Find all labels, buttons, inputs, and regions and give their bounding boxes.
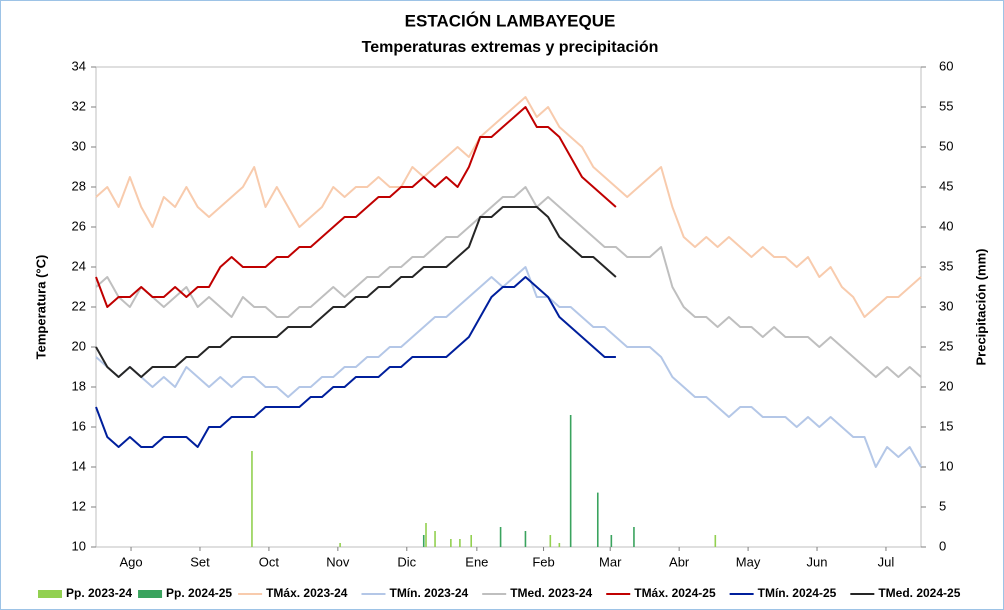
y-tick-label: 12 [72, 498, 86, 513]
y2-tick-label: 0 [939, 538, 946, 553]
y2-axis-label: Precipitación (mm) [973, 248, 988, 365]
precip-bar [633, 527, 635, 547]
y2-tick-label: 25 [939, 338, 953, 353]
y-axis-label: Temperatura (°C) [33, 255, 48, 360]
precip-bar [450, 539, 452, 547]
y2-tick-label: 10 [939, 458, 953, 473]
y2-tick-label: 45 [939, 178, 953, 193]
precip-bar [339, 543, 341, 547]
y2-tick-label: 15 [939, 418, 953, 433]
y-tick-label: 20 [72, 338, 86, 353]
y2-tick-label: 5 [939, 498, 946, 513]
x-tick-label: Dic [397, 554, 416, 569]
precip-bar [558, 543, 561, 547]
precip-bar [425, 523, 427, 547]
precip-bar [422, 535, 425, 547]
y-tick-label: 26 [72, 218, 86, 233]
precip-bar [714, 535, 717, 547]
y-tick-label: 28 [72, 178, 86, 193]
x-tick-label: Set [190, 554, 210, 569]
precip-bar [524, 531, 527, 547]
legend-label: TMed. 2023-24 [510, 586, 592, 600]
x-tick-label: Nov [326, 554, 350, 569]
x-tick-label: Jul [878, 554, 895, 569]
y-tick-label: 10 [72, 538, 86, 553]
x-tick-label: Ene [465, 554, 488, 569]
temp-line [95, 106, 617, 308]
temp-line [95, 276, 616, 448]
precip-bar [459, 539, 461, 547]
legend-swatch [138, 590, 163, 598]
y-tick-label: 30 [72, 138, 86, 153]
temp-line [95, 96, 922, 318]
legend-label: Pp. 2024-25 [166, 586, 232, 600]
precip-bar [470, 535, 473, 547]
y2-tick-label: 40 [939, 218, 953, 233]
legend-label: TMín. 2024-25 [758, 586, 837, 600]
y2-tick-label: 35 [939, 258, 953, 273]
legend-label: Pp. 2023-24 [66, 586, 132, 600]
y2-tick-label: 20 [939, 378, 953, 393]
x-tick-label: Oct [259, 554, 280, 569]
legend-label: TMed. 2024-25 [878, 586, 960, 600]
y2-tick-label: 50 [939, 138, 953, 153]
y2-tick-label: 55 [939, 98, 953, 113]
legend-swatch [38, 590, 62, 598]
y-tick-label: 18 [72, 378, 86, 393]
x-tick-label: Jun [807, 554, 828, 569]
precip-bar [434, 531, 436, 547]
chart-subtitle: Temperaturas extremas y precipitación [362, 39, 659, 56]
y2-tick-label: 30 [939, 298, 953, 313]
precip-bar [569, 415, 572, 547]
y-tick-label: 16 [72, 418, 86, 433]
y-tick-label: 24 [72, 258, 86, 273]
precip-bar [610, 535, 613, 547]
legend-label: TMín. 2023-24 [389, 586, 468, 600]
x-tick-label: May [736, 554, 761, 569]
y-tick-label: 32 [72, 98, 86, 113]
legend-label: TMáx. 2024-25 [634, 586, 716, 600]
x-tick-label: Feb [532, 554, 554, 569]
temp-line [95, 186, 922, 378]
precip-bar [596, 492, 599, 547]
temp-line [95, 266, 922, 468]
x-tick-label: Ago [119, 554, 142, 569]
legend-label: TMáx. 2023-24 [266, 586, 348, 600]
y2-tick-label: 60 [939, 58, 953, 73]
x-tick-label: Mar [599, 554, 622, 569]
x-tick-label: Abr [669, 554, 690, 569]
precip-bar [251, 451, 253, 547]
temp-line [95, 206, 617, 378]
precip-bar [549, 535, 552, 547]
chart-title: ESTACIÓN LAMBAYEQUE [405, 11, 616, 30]
y-tick-label: 22 [72, 298, 86, 313]
precip-bar [499, 527, 502, 547]
y-tick-label: 34 [72, 58, 86, 73]
y-tick-label: 14 [72, 458, 86, 473]
